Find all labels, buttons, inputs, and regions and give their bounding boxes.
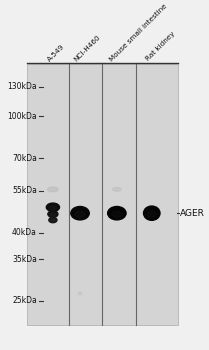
Text: NCI-H460: NCI-H460: [73, 34, 102, 62]
FancyBboxPatch shape: [27, 64, 178, 325]
Ellipse shape: [108, 206, 126, 220]
Text: 130kDa: 130kDa: [7, 82, 37, 91]
Ellipse shape: [49, 217, 57, 223]
Ellipse shape: [144, 206, 160, 220]
Text: 70kDa: 70kDa: [12, 154, 37, 163]
Ellipse shape: [75, 211, 85, 217]
Text: Mouse small intestine: Mouse small intestine: [109, 2, 169, 62]
Text: 35kDa: 35kDa: [12, 255, 37, 264]
Text: A-549: A-549: [47, 43, 66, 62]
Ellipse shape: [50, 213, 56, 216]
Text: 25kDa: 25kDa: [12, 296, 37, 306]
Ellipse shape: [48, 187, 58, 192]
Text: Rat kidney: Rat kidney: [145, 31, 176, 62]
Ellipse shape: [112, 211, 122, 217]
Ellipse shape: [48, 211, 58, 217]
Text: 100kDa: 100kDa: [7, 112, 37, 121]
Ellipse shape: [78, 292, 82, 295]
Ellipse shape: [71, 206, 89, 220]
Ellipse shape: [112, 188, 121, 191]
Text: AGER: AGER: [180, 209, 205, 218]
Ellipse shape: [51, 219, 55, 222]
Ellipse shape: [49, 206, 56, 210]
Text: 55kDa: 55kDa: [12, 186, 37, 195]
Ellipse shape: [147, 211, 156, 218]
Ellipse shape: [46, 203, 60, 211]
Text: 40kDa: 40kDa: [12, 228, 37, 237]
